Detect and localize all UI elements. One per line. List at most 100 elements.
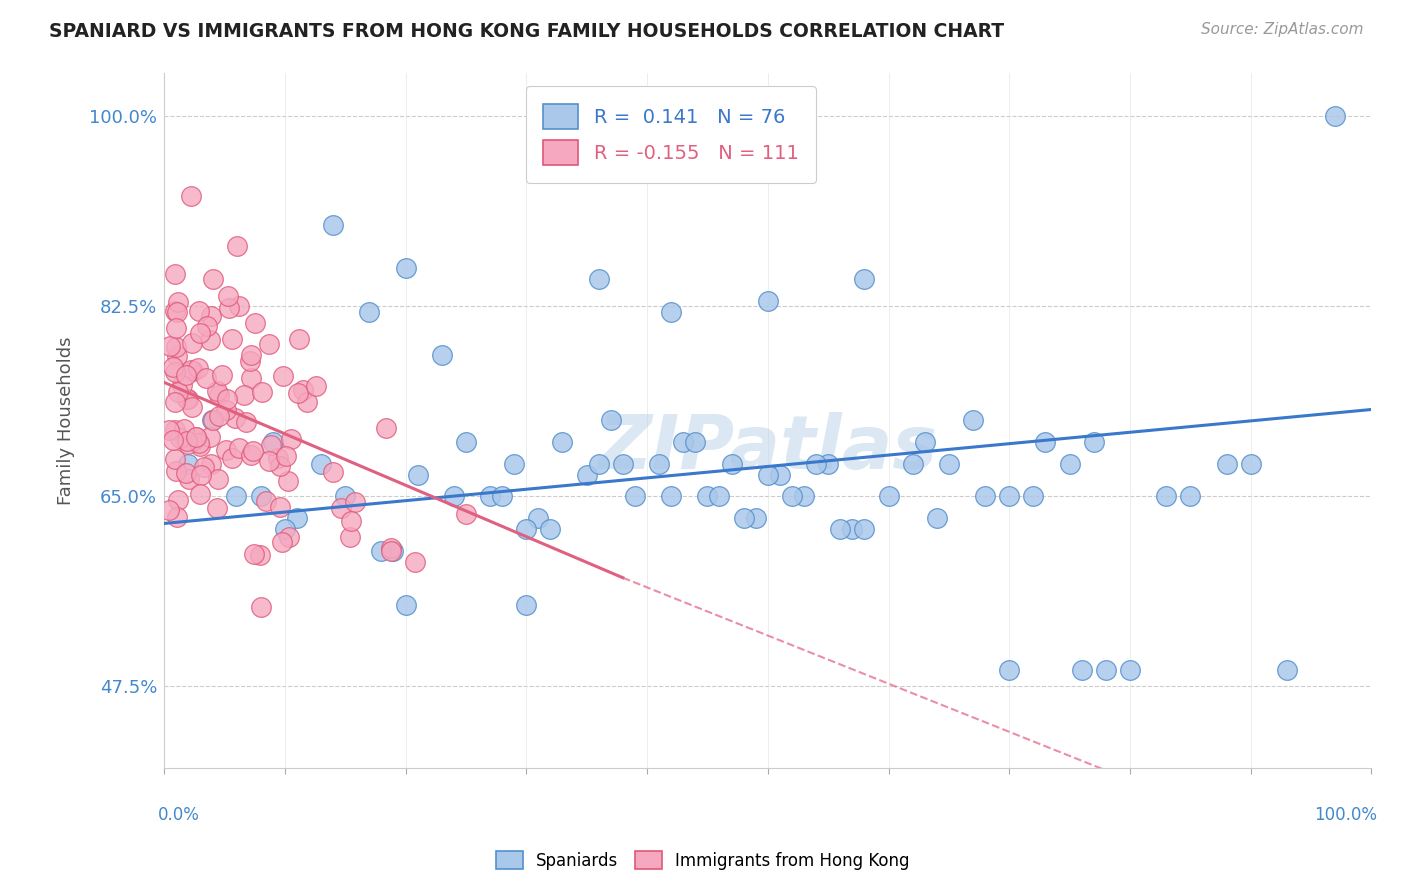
Point — [877, 489, 900, 503]
Text: ZIPatlas: ZIPatlas — [598, 411, 938, 484]
Point — [780, 489, 803, 503]
Point — [322, 465, 344, 479]
Legend: R =  0.141   N = 76, R = -0.155   N = 111: R = 0.141 N = 76, R = -0.155 N = 111 — [526, 87, 817, 183]
Point — [169, 431, 191, 445]
Point — [382, 543, 405, 558]
Point — [333, 489, 356, 503]
Point — [709, 489, 731, 503]
Point — [404, 555, 426, 569]
Point — [214, 442, 236, 457]
Legend: Spaniards, Immigrants from Hong Kong: Spaniards, Immigrants from Hong Kong — [489, 845, 917, 877]
Point — [430, 348, 453, 362]
Point — [274, 449, 297, 463]
Point — [339, 530, 361, 544]
Point — [443, 489, 465, 503]
Point — [188, 438, 211, 452]
Point — [187, 436, 209, 450]
Point — [330, 500, 353, 515]
Point — [588, 272, 610, 286]
Point — [271, 534, 294, 549]
Point — [215, 392, 238, 406]
Point — [295, 394, 318, 409]
Point — [262, 435, 284, 450]
Point — [841, 522, 863, 536]
Point — [720, 457, 742, 471]
Point — [225, 239, 247, 253]
Point — [167, 492, 190, 507]
Point — [177, 437, 200, 451]
Point — [211, 368, 233, 382]
Point — [962, 413, 984, 427]
Point — [309, 457, 332, 471]
Point — [200, 457, 222, 471]
Point — [187, 303, 209, 318]
Point — [515, 598, 537, 612]
Point — [285, 511, 308, 525]
Point — [853, 522, 876, 536]
Point — [624, 489, 647, 503]
Point — [305, 379, 328, 393]
Point — [159, 339, 181, 353]
Point — [201, 413, 224, 427]
Point — [322, 218, 344, 232]
Point — [166, 294, 188, 309]
Point — [163, 366, 186, 380]
Point — [288, 332, 311, 346]
Point — [503, 457, 526, 471]
Point — [180, 189, 202, 203]
Point — [254, 494, 277, 508]
Point — [249, 489, 271, 503]
Point — [269, 500, 291, 514]
Point — [235, 415, 257, 429]
Point — [277, 475, 299, 489]
Point — [685, 435, 707, 450]
Point — [914, 435, 936, 450]
Point — [575, 467, 598, 482]
Point — [202, 272, 225, 286]
Point — [180, 363, 202, 377]
Point — [207, 472, 229, 486]
Point — [1215, 457, 1237, 471]
Point — [174, 466, 197, 480]
Point — [769, 467, 792, 482]
Point — [172, 378, 194, 392]
Point — [200, 309, 222, 323]
Point — [599, 413, 621, 427]
Point — [1035, 435, 1057, 450]
Point — [551, 435, 574, 450]
Point — [205, 384, 228, 399]
Point — [157, 503, 180, 517]
Point — [280, 432, 302, 446]
Point — [588, 457, 610, 471]
Point — [1180, 489, 1202, 503]
Point — [165, 267, 187, 281]
Point — [240, 348, 263, 362]
Point — [187, 361, 209, 376]
Point — [292, 383, 315, 397]
Point — [173, 422, 195, 436]
Point — [180, 401, 202, 415]
Point — [167, 385, 190, 400]
Point — [1070, 663, 1092, 677]
Point — [271, 369, 294, 384]
Point — [165, 451, 187, 466]
Point — [1154, 489, 1177, 503]
Point — [165, 321, 187, 335]
Point — [166, 305, 188, 319]
Point — [370, 543, 392, 558]
Point — [218, 301, 240, 315]
Point — [208, 409, 231, 424]
Point — [162, 434, 184, 448]
Point — [225, 489, 247, 503]
Point — [406, 467, 429, 482]
Point — [208, 387, 231, 401]
Point — [215, 403, 238, 417]
Point — [744, 511, 766, 525]
Point — [190, 467, 212, 482]
Point — [188, 487, 211, 501]
Point — [274, 522, 297, 536]
Point — [183, 433, 205, 447]
Point — [538, 522, 561, 536]
Point — [696, 489, 718, 503]
Point — [239, 371, 262, 385]
